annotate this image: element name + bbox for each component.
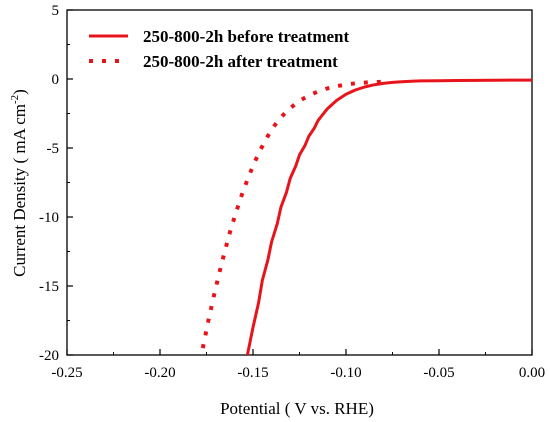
series-group [200,78,532,356]
y-axis: -20 -15 -10 -5 0 5 [39,3,73,364]
x-tick-label: -0.25 [51,365,82,381]
x-axis-title: Potential ( V vs. RHE) [220,399,374,418]
y-tick-label: 0 [52,72,60,88]
x-axis: -0.25 -0.20 -0.15 -0.10 -0.05 0.00 [51,349,545,381]
series-line-1 [245,78,532,356]
series-line-2 [200,79,384,349]
x-tick-label: -0.05 [423,365,454,381]
y-tick-label: -20 [39,348,59,364]
legend-label-1: 250-800-2h before treatment [143,27,349,46]
y-axis-title-main: Current Density ( mA cm [10,104,29,277]
legend: 250-800-2h before treatment 250-800-2h af… [89,27,349,71]
y-axis-title-superscript: -2 [9,95,21,104]
y-tick-label: -15 [39,279,59,295]
x-tick-label: 0.00 [519,365,545,381]
legend-label-2: 250-800-2h after treatment [143,52,338,71]
y-axis-title-tail: ) [10,89,29,95]
y-tick-label: -10 [39,210,59,226]
y-axis-title: Current Density ( mA cm-2) [9,89,29,277]
x-tick-label: -0.15 [237,365,268,381]
y-tick-label: 5 [52,3,60,19]
x-tick-label: -0.20 [144,365,175,381]
y-tick-label: -5 [47,141,60,157]
x-tick-label: -0.10 [330,365,361,381]
